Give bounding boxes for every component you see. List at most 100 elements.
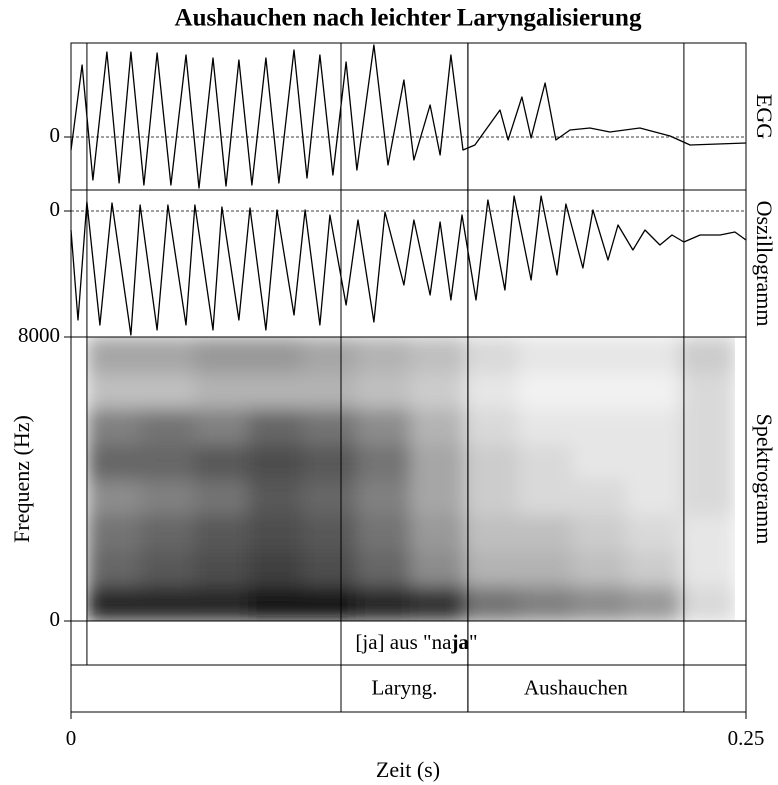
- y-tick-label: 0: [50, 607, 61, 631]
- spectrogram-cell: [518, 442, 575, 480]
- spectrogram-cell: [87, 549, 143, 587]
- spectrogram-cell: [140, 513, 197, 551]
- spectrogram-cell: [356, 407, 413, 445]
- spectrogram-cell: [302, 337, 359, 374]
- spectrogram-cell: [248, 442, 305, 480]
- panel-label: Oszillogramm: [752, 201, 777, 327]
- spectrogram-cell: [87, 584, 143, 621]
- spectrogram-cell: [194, 513, 251, 551]
- spectrogram-cell: [464, 549, 521, 587]
- spectrogram-cell: [194, 549, 251, 587]
- x-tick-label: 0: [66, 726, 77, 750]
- waveform: [70, 195, 747, 336]
- label-part: ": [469, 630, 478, 654]
- spectrogram-cell: [87, 371, 143, 409]
- spectrogram-cell: [194, 442, 251, 480]
- spectrogram-cell: [626, 549, 683, 587]
- spectrogram-cell: [680, 337, 735, 374]
- tier-label: Aushauchen: [524, 675, 628, 699]
- spectrogram-cell: [194, 371, 251, 409]
- spectrogram-cell: [140, 337, 197, 374]
- spectrogram-cell: [140, 549, 197, 587]
- spectrogram-cell: [680, 513, 735, 551]
- panel-label: EGG: [752, 94, 777, 139]
- x-axis-title: Zeit (s): [376, 757, 440, 782]
- spectrogram-cell: [626, 442, 683, 480]
- spectrogram-cell: [410, 584, 467, 621]
- spectrogram-cell: [572, 513, 629, 551]
- spectrogram-cell: [194, 407, 251, 445]
- spectrogram-cell: [518, 407, 575, 445]
- spectrogram-cell: [626, 337, 683, 374]
- spectrogram-cell: [87, 337, 143, 374]
- spectrogram-cell: [518, 337, 575, 374]
- spectrogram-cell: [356, 513, 413, 551]
- spectrogram-cell: [464, 337, 521, 374]
- spectrogram-cell: [356, 478, 413, 516]
- spectrogram-cell: [356, 442, 413, 480]
- spectrogram-cell: [626, 513, 683, 551]
- spectrogram-cell: [410, 478, 467, 516]
- waveform: [70, 44, 747, 189]
- spectrogram-cell: [410, 337, 467, 374]
- spectrogram-cell: [140, 478, 197, 516]
- spectrogram-cell: [680, 371, 735, 409]
- spectrogram-cell: [680, 478, 735, 516]
- spectrogram-cell: [140, 584, 197, 621]
- spectrogram-cell: [356, 371, 413, 409]
- spectrogram-cell: [356, 549, 413, 587]
- panel-label: Spektrogramm: [752, 414, 777, 545]
- x-tick-label: 0.25: [728, 726, 765, 750]
- spectrogram-cell: [248, 549, 305, 587]
- spectrogram-cell: [518, 478, 575, 516]
- spectrogram-cell: [302, 584, 359, 621]
- spectrogram-cells: [87, 337, 735, 621]
- spectrogram-cell: [87, 407, 143, 445]
- spectrogram-cell: [680, 407, 735, 445]
- label-part: ja: [450, 630, 469, 654]
- spectrogram-cell: [87, 442, 143, 480]
- spectrogram-cell: [572, 337, 629, 374]
- chart-title: Aushauchen nach leichter Laryngalisierun…: [175, 5, 642, 32]
- spectrogram-cell: [680, 584, 735, 621]
- y-tick-label: 8000: [18, 323, 60, 347]
- spectrogram-cell: [248, 407, 305, 445]
- spectrogram-cell: [410, 442, 467, 480]
- spectrogram-cell: [87, 513, 143, 551]
- spectrogram-cell: [140, 442, 197, 480]
- spectrogram-cell: [464, 513, 521, 551]
- spectrogram-cell: [626, 478, 683, 516]
- spectrogram-cell: [87, 478, 143, 516]
- spectrogram-cell: [464, 371, 521, 409]
- spectrogram-cell: [572, 549, 629, 587]
- spectrogram-cell: [464, 584, 521, 621]
- spectrogram-cell: [248, 371, 305, 409]
- tier-label: Laryng.: [371, 675, 437, 699]
- spectrogram-cell: [626, 584, 683, 621]
- spectrogram-cell: [626, 371, 683, 409]
- spectrogram-cell: [518, 584, 575, 621]
- spectrogram-cell: [302, 549, 359, 587]
- spectrogram-cell: [140, 407, 197, 445]
- spectrogram-cell: [410, 371, 467, 409]
- spectrogram-cell: [518, 549, 575, 587]
- spectrogram-cell: [248, 513, 305, 551]
- spectrogram-cell: [464, 478, 521, 516]
- spectrogram-cell: [518, 513, 575, 551]
- tier-label: [ja] aus "naja": [355, 630, 477, 654]
- spectrogram-cell: [248, 584, 305, 621]
- spectrogram-cell: [464, 407, 521, 445]
- spectrogram-cell: [410, 513, 467, 551]
- spectrogram-cell: [410, 407, 467, 445]
- spectrogram-cell: [680, 549, 735, 587]
- frame: [70, 42, 747, 713]
- spectrogram-cell: [572, 478, 629, 516]
- spectrogram-cell: [248, 478, 305, 516]
- spectrogram-cell: [194, 584, 251, 621]
- spectrogram-cell: [464, 442, 521, 480]
- spectrogram-cell: [572, 371, 629, 409]
- spectrogram-cell: [194, 337, 251, 374]
- y-tick-label: 0: [50, 123, 61, 147]
- spectrogram-cell: [680, 442, 735, 480]
